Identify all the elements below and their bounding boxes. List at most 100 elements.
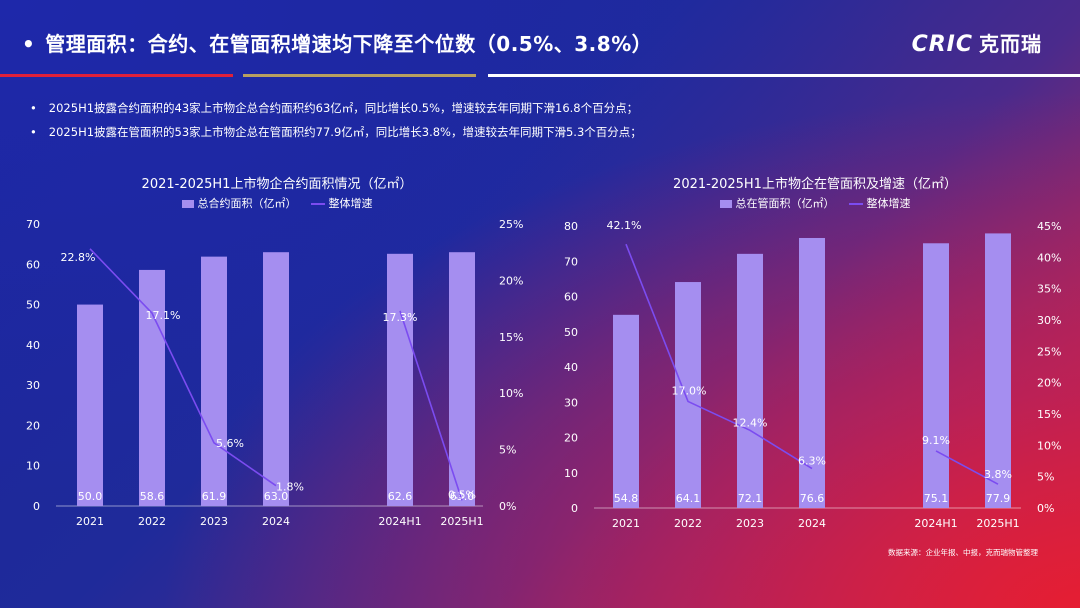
bar-value-label: 58.6 — [140, 490, 165, 503]
legend-bar-swatch — [719, 200, 732, 208]
bar — [387, 253, 413, 506]
x-tick-label: 2021 — [612, 517, 640, 530]
y-right-tick-label: 20% — [499, 274, 523, 287]
growth-line — [625, 243, 813, 470]
bar — [613, 314, 639, 508]
legend-bar-swatch — [181, 200, 194, 208]
legend-line-swatch — [310, 203, 325, 205]
y-right-tick-label: 0% — [499, 500, 516, 513]
bar-value-label: 64.1 — [676, 492, 701, 505]
y-right-tick-label: 30% — [1037, 314, 1061, 327]
line-value-label: 42.1% — [607, 219, 642, 232]
line-value-label: 22.8% — [61, 251, 96, 264]
y-left-tick-label: 10 — [26, 460, 40, 473]
y-left-tick-label: 80 — [564, 220, 578, 233]
y-left-tick-label: 10 — [564, 467, 578, 480]
logo-en: CRIC — [911, 32, 973, 57]
bar-value-label: 72.1 — [738, 492, 763, 505]
logo-cn: 克而瑞 — [979, 32, 1042, 56]
y-left-tick-label: 40 — [564, 361, 578, 374]
y-right-tick-label: 10% — [499, 387, 523, 400]
y-left-tick-label: 70 — [564, 255, 578, 268]
page-title: • 管理面积：合约、在管面积增速均下降至个位数（0.5%、3.8%） — [22, 28, 652, 57]
y-left-tick-label: 30 — [564, 396, 578, 409]
line-value-label: 0.5% — [448, 488, 476, 501]
bar — [201, 256, 227, 506]
title-bullet: • — [22, 32, 36, 56]
bullet-contract: 2025H1披露合约面积的43家上市物企总合约面积约63亿㎡，同比增长0.5%，… — [30, 96, 642, 120]
company-logo: CRIC 克而瑞 — [912, 28, 1042, 57]
legend-line-label: 整体增速 — [328, 197, 373, 210]
divider-red — [0, 74, 233, 77]
line-value-label: 1.8% — [276, 481, 304, 494]
chart-title: 2021-2025H1上市物企合约面积情况（亿㎡） — [141, 177, 413, 192]
bar-value-label: 63.0 — [264, 490, 289, 503]
x-tick-label: 2025H1 — [976, 517, 1019, 530]
chart-title: 2021-2025H1上市物企在管面积及增速（亿㎡） — [673, 177, 957, 192]
summary-bullets: 2025H1披露合约面积的43家上市物企总合约面积约63亿㎡，同比增长0.5%，… — [30, 96, 642, 144]
y-left-tick-label: 20 — [26, 419, 40, 432]
line-value-label: 17.0% — [672, 384, 707, 397]
x-tick-label: 2024 — [262, 515, 290, 528]
divider-white — [488, 74, 1080, 77]
chart-managed-area: 2021-2025H1上市物企在管面积及增速（亿㎡） 总在管面积（亿㎡） 整体增速… — [560, 165, 1070, 535]
bar — [737, 253, 763, 508]
y-left-tick-label: 0 — [571, 502, 578, 515]
legend-bar-label: 总在管面积（亿㎡） — [735, 197, 835, 210]
bar-value-label: 63.0 — [450, 490, 475, 503]
y-left-tick-label: 30 — [26, 379, 40, 392]
y-right-tick-label: 40% — [1037, 251, 1061, 264]
y-right-tick-label: 25% — [1037, 345, 1061, 358]
bar — [923, 243, 949, 508]
x-tick-label: 2021 — [76, 515, 104, 528]
legend-line-swatch — [848, 203, 863, 205]
y-left-tick-label: 60 — [26, 258, 40, 271]
chart-legend: 总合约面积（亿㎡） 整体增速 — [22, 195, 532, 211]
y-left-tick-label: 0 — [33, 500, 40, 513]
legend-line-label: 整体增速 — [866, 197, 911, 210]
y-right-tick-label: 5% — [499, 444, 516, 457]
line-value-label: 3.8% — [984, 468, 1012, 481]
x-tick-label: 2023 — [200, 515, 228, 528]
y-left-tick-label: 70 — [26, 218, 40, 231]
bar-value-label: 76.6 — [800, 492, 825, 505]
y-right-tick-label: 10% — [1037, 439, 1061, 452]
chart-plot: 0 10 20 30 40 50 60 70 80 0% 5% 10% 15% 20% 25% 30% 35% 4… — [564, 219, 1061, 530]
x-tick-label: 2022 — [674, 517, 702, 530]
y-right-tick-label: 15% — [499, 331, 523, 344]
bullet-managed: 2025H1披露在管面积的53家上市物企总在管面积约77.9亿㎡，同比增长3.8… — [30, 120, 642, 144]
x-tick-label: 2025H1 — [440, 515, 483, 528]
chart-contract-area: 2021-2025H1上市物企合约面积情况（亿㎡） 总合约面积（亿㎡） 整体增速 … — [22, 165, 532, 535]
bar — [985, 233, 1011, 508]
y-right-tick-label: 45% — [1037, 220, 1061, 233]
bar — [449, 252, 475, 506]
x-tick-label: 2023 — [736, 517, 764, 530]
growth-line — [399, 310, 463, 501]
y-left-tick-label: 40 — [26, 339, 40, 352]
growth-line — [935, 450, 999, 485]
chart-plot: 0 10 20 30 40 50 60 70 0% 5% 10% 15% 20% 25% 50.0 2021 5… — [26, 218, 523, 528]
bar — [675, 282, 701, 508]
data-source: 数据来源：企业年报、中报，克而瑞物管整理 — [888, 548, 1038, 557]
y-right-tick-label: 5% — [1037, 471, 1054, 484]
legend-bar-label: 总合约面积（亿㎡） — [197, 197, 297, 210]
bar — [139, 269, 165, 506]
y-left-tick-label: 50 — [564, 326, 578, 339]
bar-value-label: 77.9 — [986, 492, 1011, 505]
growth-line — [89, 248, 277, 487]
page-title-text: 管理面积：合约、在管面积增速均下降至个位数（0.5%、3.8%） — [45, 32, 653, 56]
divider-gold — [243, 74, 476, 77]
x-tick-label: 2024 — [798, 517, 826, 530]
line-value-label: 12.4% — [733, 416, 768, 429]
y-left-tick-label: 60 — [564, 291, 578, 304]
y-right-tick-label: 35% — [1037, 283, 1061, 296]
line-value-label: 6.3% — [798, 455, 826, 468]
bar-value-label: 61.9 — [202, 490, 227, 503]
x-tick-label: 2024H1 — [378, 515, 421, 528]
line-value-label: 9.1% — [922, 434, 950, 447]
y-right-tick-label: 25% — [499, 218, 523, 231]
x-tick-label: 2022 — [138, 515, 166, 528]
chart-legend: 总在管面积（亿㎡） 整体增速 — [560, 195, 1070, 211]
line-value-label: 5.6% — [216, 437, 244, 450]
bar — [77, 304, 103, 506]
